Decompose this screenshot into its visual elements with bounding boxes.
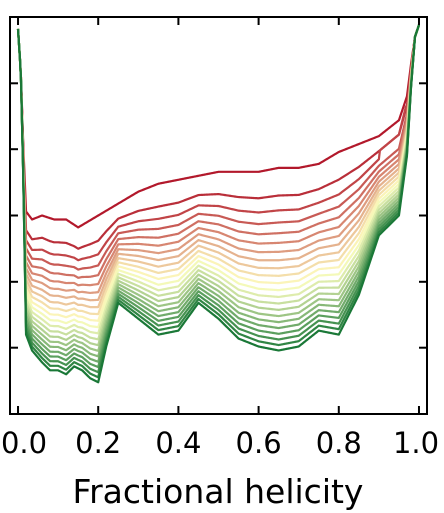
series-line bbox=[16, 24, 421, 316]
x-tick-label: 0.2 bbox=[75, 426, 121, 460]
series-line bbox=[16, 24, 421, 379]
series-line bbox=[16, 24, 421, 229]
x-axis-label: Fractional helicity bbox=[73, 472, 364, 511]
series-line bbox=[16, 24, 421, 279]
x-tick-label: 0.6 bbox=[236, 426, 282, 460]
series-lines bbox=[16, 24, 421, 384]
x-tick-labels: 0.0 0.2 0.4 0.6 0.8 1.0 bbox=[1, 426, 439, 460]
series-line bbox=[16, 24, 421, 262]
series-line bbox=[16, 24, 421, 309]
series-line bbox=[16, 24, 421, 374]
series-line bbox=[16, 24, 421, 363]
series-line bbox=[16, 24, 421, 322]
series-line bbox=[16, 24, 421, 358]
x-tick-label: 0.8 bbox=[316, 426, 362, 460]
series-line bbox=[16, 24, 421, 250]
axis-ticks bbox=[10, 16, 427, 415]
series-line bbox=[16, 24, 421, 295]
series-line bbox=[16, 24, 421, 335]
x-tick-label: 1.0 bbox=[393, 426, 439, 460]
x-tick-label: 0.0 bbox=[1, 426, 47, 460]
series-line bbox=[16, 24, 421, 271]
x-tick-label: 0.4 bbox=[155, 426, 201, 460]
series-line bbox=[16, 24, 421, 369]
series-line bbox=[16, 24, 421, 341]
series-line bbox=[16, 24, 421, 287]
series-line bbox=[16, 24, 421, 347]
series-line bbox=[16, 24, 421, 302]
series-line bbox=[16, 24, 421, 384]
series-line bbox=[16, 24, 421, 329]
series-line bbox=[16, 24, 421, 352]
